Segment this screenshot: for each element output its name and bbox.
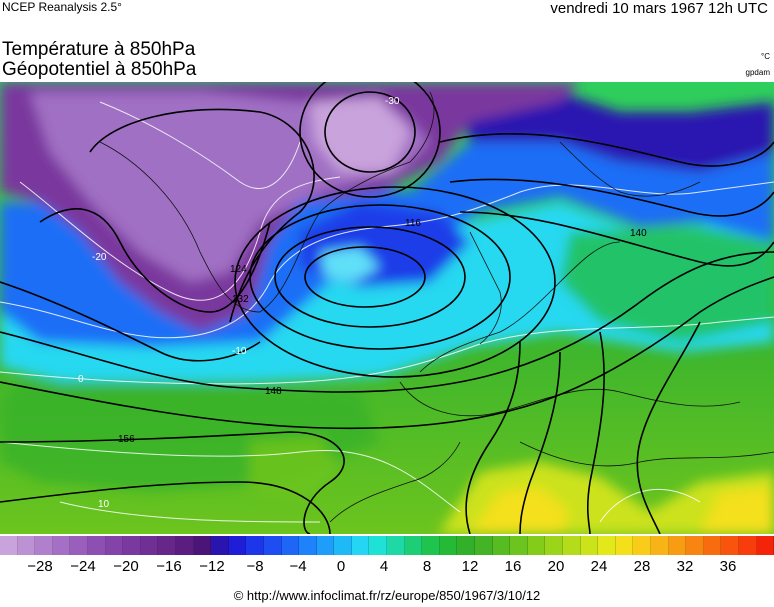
colorbar-swatch (316, 536, 335, 555)
colorbar-swatch (510, 536, 528, 555)
colorbar-tick-label: −24 (70, 558, 96, 575)
colorbar-swatch (211, 536, 229, 555)
colorbar-tick-label: 16 (504, 558, 522, 575)
temperature-colorbar (0, 536, 774, 555)
colorbar-swatch (580, 536, 599, 555)
title-temperature: Température à 850hPa (2, 39, 196, 60)
colorbar-swatch (633, 536, 651, 555)
colorbar-swatch (263, 536, 282, 555)
colorbar-swatch (87, 536, 106, 555)
title-geopotential: Géopotentiel à 850hPa (2, 59, 197, 80)
colorbar-tick-label: −12 (199, 558, 225, 575)
colorbar-tick-label: 8 (422, 558, 432, 575)
colorbar-swatch (439, 536, 458, 555)
source-label: NCEP Reanalysis 2.5° (2, 0, 122, 14)
colorbar-swatch (175, 536, 194, 555)
colorbar-tick-label: 0 (336, 558, 346, 575)
colorbar-swatch (299, 536, 317, 555)
colorbar-swatch (686, 536, 704, 555)
colorbar-swatch (492, 536, 511, 555)
colorbar-tick-label: −20 (113, 558, 139, 575)
colorbar-swatch (123, 536, 141, 555)
colorbar-swatch (668, 536, 687, 555)
colorbar-tick-label: 4 (379, 558, 389, 575)
colorbar-swatch (228, 536, 247, 555)
contour-label-132: 132 (232, 294, 249, 305)
contour-label-10: 10 (98, 499, 110, 510)
contour-label-140: 140 (630, 228, 647, 239)
colorbar-tick-label: 20 (547, 558, 565, 575)
unit-temperature: °C (761, 52, 770, 61)
colorbar-swatch (52, 536, 71, 555)
colorbar-tick-label: 12 (461, 558, 479, 575)
colorbar-tick-label: −16 (156, 558, 182, 575)
datetime-label: vendredi 10 mars 1967 12h UTC (550, 0, 768, 17)
contour-label-116: 116 (405, 218, 421, 229)
contour-label-minus-10: -10 (232, 346, 247, 357)
colorbar-swatch (105, 536, 124, 555)
colorbar-swatch (158, 536, 176, 555)
colorbar-swatch (0, 536, 18, 555)
colorbar-ticks: −28 −24 −20 −16 −12 −8 −4 0 4 8 12 16 20 24 28 32 36 (0, 558, 774, 578)
colorbar-swatch (246, 536, 264, 555)
colorbar-tick-label: 28 (633, 558, 651, 575)
colorbar-swatch (756, 536, 774, 555)
colorbar-swatch (281, 536, 300, 555)
contour-label-156: 156 (118, 434, 135, 445)
contour-label-0: 0 (78, 374, 84, 385)
colorbar-tick-label: −28 (27, 558, 53, 575)
unit-geopotential: gpdam (745, 68, 770, 77)
colorbar-tick-label: 24 (590, 558, 608, 575)
colorbar-swatch (703, 536, 722, 555)
colorbar-swatch (17, 536, 36, 555)
colorbar-swatch (457, 536, 476, 555)
contour-label-minus-30: -30 (385, 96, 400, 107)
colorbar-swatch (615, 536, 634, 555)
colorbar-swatch (140, 536, 159, 555)
colorbar-swatch (193, 536, 212, 555)
colorbar-swatch (422, 536, 440, 555)
colorbar-swatch (70, 536, 88, 555)
colorbar-swatch (404, 536, 423, 555)
colorbar-swatch (334, 536, 352, 555)
colorbar-swatch (563, 536, 581, 555)
colorbar-swatch (35, 536, 53, 555)
colorbar-tick-label: 36 (719, 558, 737, 575)
colorbar-tick-label: −4 (289, 558, 307, 575)
colorbar-tick-label: −8 (246, 558, 264, 575)
colorbar-swatch (738, 536, 757, 555)
colorbar-swatch (475, 536, 493, 555)
contour-label-124: 124 (230, 264, 247, 275)
colorbar-swatch (721, 536, 739, 555)
colorbar-swatch (351, 536, 370, 555)
contour-label-148: 148 (265, 386, 282, 397)
copyright-link[interactable]: © http://www.infoclimat.fr/rz/europe/850… (233, 588, 541, 603)
colorbar-swatch (527, 536, 546, 555)
colorbar-swatch (369, 536, 388, 555)
colorbar-swatch (650, 536, 669, 555)
weather-map: 116 124 132 140 148 156 -30 -20 -10 0 10 (0, 82, 774, 534)
colorbar-tick-label: 32 (676, 558, 694, 575)
colorbar-swatch (598, 536, 616, 555)
contour-label-minus-20: -20 (92, 252, 107, 263)
colorbar-swatch (545, 536, 563, 555)
colorbar-swatch (387, 536, 405, 555)
